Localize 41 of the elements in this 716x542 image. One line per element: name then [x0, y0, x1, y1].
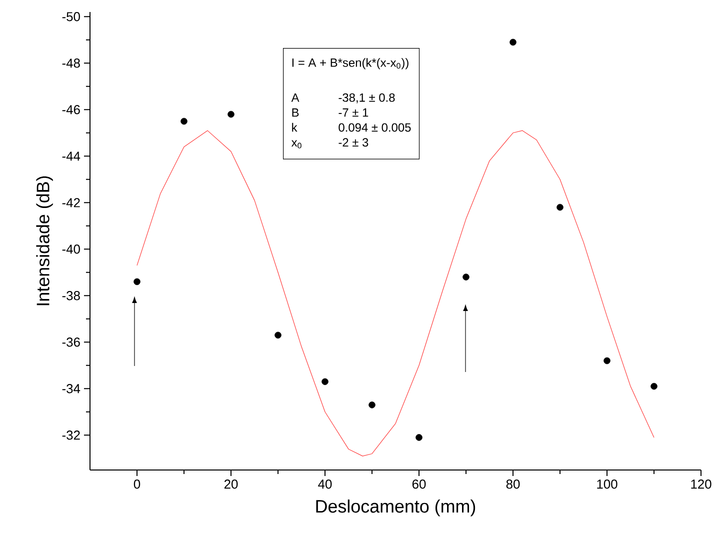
x-tick-label: 80: [506, 480, 520, 489]
y-tick-label: -34: [62, 384, 80, 394]
point: [322, 378, 328, 386]
line-series: [136, 130, 654, 456]
point: [274, 332, 282, 339]
y-tick-label: -46: [62, 105, 80, 114]
annotation: 0.094 ± 0.005: [338, 123, 411, 132]
annotation: -7 ± 1: [338, 108, 368, 117]
y-tick-label: -48: [62, 58, 80, 68]
annotation: k: [292, 122, 298, 132]
x-tick-label: 60: [412, 480, 426, 489]
point: [180, 118, 188, 125]
y-axis-title: Intensidade (dB): [36, 176, 53, 306]
point: [462, 274, 470, 280]
y-tick-label: -42: [62, 198, 80, 208]
point: [604, 357, 610, 364]
annotation: -38,1 ± 0.8: [338, 93, 395, 104]
x-tick-label: 120: [691, 480, 712, 489]
annotation: B: [292, 108, 299, 117]
y-tick-label: -44: [62, 152, 80, 161]
point: [228, 110, 234, 118]
annotation: -2 ± 3: [338, 138, 368, 147]
y-tick-label: -32: [62, 430, 80, 440]
x-tick-label: 40: [318, 480, 332, 489]
y-tick-label: -38: [62, 291, 80, 300]
y-tick-label: -50: [62, 12, 80, 22]
y-tick-label: -36: [62, 338, 80, 347]
x-tick-label: 20: [224, 480, 238, 489]
x-tick-label: 100: [597, 480, 618, 489]
point: [556, 204, 564, 211]
point: [134, 278, 140, 286]
point: [368, 402, 376, 408]
annotation: A: [291, 93, 300, 102]
y-tick-label: -40: [62, 244, 80, 254]
point: [510, 38, 516, 46]
x-tick-label: 0: [134, 480, 140, 489]
x-axis-title: Deslocamento (mm): [316, 500, 476, 516]
point: [416, 434, 422, 441]
point: [650, 382, 658, 390]
annotation: I = A + B*sen(k*(x-x$_{0}$)): [292, 58, 408, 70]
annotation: x$_{0}$: [291, 140, 302, 148]
